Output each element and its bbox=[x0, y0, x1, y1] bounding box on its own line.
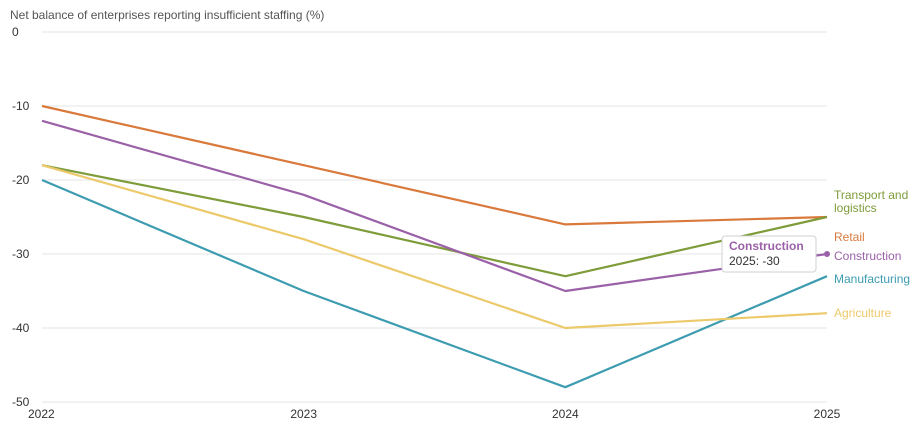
y-tick-label-0: 0 bbox=[12, 25, 19, 39]
tooltip-value: 2025: -30 bbox=[729, 254, 780, 268]
series-label-retail: Retail bbox=[834, 230, 865, 244]
x-tick-label-2: 2024 bbox=[552, 407, 579, 421]
y-tick-label-1: -10 bbox=[12, 99, 30, 113]
tooltip-box bbox=[721, 235, 817, 273]
series-line-construction bbox=[41, 119, 828, 293]
tooltip-title: Construction bbox=[729, 239, 804, 253]
series-label-agriculture: Agriculture bbox=[834, 306, 892, 320]
series-label-transport-and-logistics: Transport and logistics bbox=[834, 188, 908, 215]
y-tick-label-3: -30 bbox=[12, 247, 30, 261]
tooltip-point bbox=[824, 251, 830, 257]
series-line-agriculture bbox=[41, 164, 828, 330]
y-tick-label-5: -50 bbox=[12, 395, 30, 409]
series-line-retail bbox=[41, 104, 828, 226]
y-tick-label-4: -40 bbox=[12, 321, 30, 335]
y-axis-label: Net balance of enterprises reporting ins… bbox=[10, 8, 325, 22]
x-tick-label-1: 2023 bbox=[290, 407, 317, 421]
x-tick-label-0: 2022 bbox=[28, 407, 55, 421]
series-label-manufacturing: Manufacturing bbox=[834, 272, 910, 286]
series-line-manufacturing bbox=[41, 178, 828, 389]
x-tick-label-3: 2025 bbox=[814, 407, 841, 421]
series-line-transport-and-logistics bbox=[41, 164, 828, 278]
series-label-construction: Construction bbox=[834, 249, 901, 263]
y-tick-label-2: -20 bbox=[12, 173, 30, 187]
